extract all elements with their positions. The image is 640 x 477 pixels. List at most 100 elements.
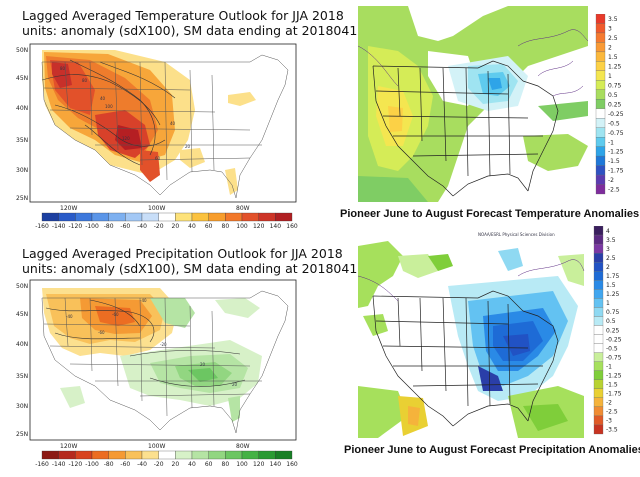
lon-label: 80W (236, 443, 250, 450)
pioneer-temperature-fields (358, 6, 588, 202)
pioneer-precipitation-scale-label: 3 (606, 246, 610, 253)
pioneer-precipitation-scale-swatch (593, 234, 604, 245)
lat-label: 25N (16, 431, 28, 438)
lon-label: 100W (148, 205, 165, 212)
pioneer-temperature-scale-label: 0.5 (608, 92, 618, 99)
pioneer-precipitation-scale-swatch (593, 262, 604, 272)
pioneer-temperature-scale-swatch (595, 99, 606, 109)
pioneer-precipitation-scale-swatch (593, 370, 604, 380)
precipitation-colorbar-label: -60 (120, 461, 130, 468)
pioneer-temperature-scale-label: 1 (608, 73, 612, 80)
pioneer-temperature-scale-swatch (595, 14, 606, 24)
pioneer-precipitation-scale-swatch (593, 361, 604, 371)
precipitation-colorbar-label: 20 (172, 461, 180, 468)
pioneer-precipitation-fields (358, 241, 584, 438)
pioneer-precipitation-scale-swatch (593, 289, 604, 299)
pioneer-temperature-scale-label: 0.75 (608, 82, 622, 89)
lon-label: 80W (236, 205, 250, 212)
contour-label: 120 (122, 136, 130, 141)
contour-label: 40 (100, 96, 106, 101)
pioneer-precipitation-scale-swatch (593, 252, 604, 263)
temperature-colorbar-label: -80 (104, 223, 114, 230)
temperature-colorbar-label: -40 (137, 223, 147, 230)
pioneer-temperature-scale-label: 2 (608, 45, 612, 52)
temperature-lon-labels: 120W 100W 80W (60, 205, 250, 212)
precipitation-colorbar-swatch (108, 450, 126, 460)
pioneer-precipitation-scale-swatch (593, 388, 604, 398)
pioneer-temperature-scale-label: 0.25 (608, 101, 622, 108)
temperature-colorbar-label: -160 (35, 223, 49, 230)
lon-label: 120W (60, 443, 77, 450)
pioneer-precipitation-scale-swatch (593, 334, 604, 344)
pioneer-precipitation-header: NOAA/ESRL Physical Sciences Division (478, 232, 555, 237)
pioneer-temperature-scale-label: -1.75 (608, 168, 624, 175)
temperature-colorbar-swatch (75, 212, 93, 222)
precipitation-colorbar-swatch (191, 450, 209, 460)
pioneer-precipitation-scale-label: 0.5 (606, 318, 616, 325)
lon-label: 120W (60, 205, 77, 212)
pioneer-precipitation-scale-label: 1.25 (606, 291, 620, 298)
precipitation-colorbar-label: -100 (85, 461, 99, 468)
temperature-colorbar-swatch (225, 212, 243, 222)
coastline (358, 259, 585, 302)
pioneer-precipitation-scale-label: 1.75 (606, 273, 620, 280)
pioneer-precipitation-scale-swatch (593, 226, 604, 236)
pioneer-temperature-panel: 3.5 3 2.5 2 1.5 1.25 1 0.75 0.5 0.25 -0.25 -0.5 -0.7… (340, 6, 640, 232)
pioneer-temperature-scale-swatch (595, 70, 606, 81)
pioneer-temperature-scale-swatch (595, 108, 606, 119)
pioneer-precipitation-scale-swatches (593, 226, 604, 435)
lat-label: 50N (16, 47, 28, 54)
pioneer-temperature-scale-swatch (595, 174, 606, 185)
temperature-contour-labels: 40 80 100 120 80 60 40 20 (60, 66, 191, 161)
precipitation-colorbar-label: -40 (137, 461, 147, 468)
precipitation-outlook-panel: Lagged Averaged Precipitation Outlook fo… (0, 238, 365, 477)
temperature-colorbar-swatch (275, 212, 293, 222)
temperature-colorbar-swatch (208, 212, 226, 222)
temperature-colorbar-label: -120 (69, 223, 83, 230)
temperature-colorbar-label: 40 (188, 223, 196, 230)
precipitation-anomaly-fields (42, 288, 262, 422)
pioneer-precipitation-scale-swatch (593, 406, 604, 417)
pioneer-temperature-scale-label: -0.75 (608, 130, 624, 137)
temperature-colorbar-swatch (108, 212, 126, 222)
lat-label: 45N (16, 311, 28, 318)
pioneer-temperature-map (358, 6, 589, 202)
pioneer-temperature-scale-swatch (595, 42, 606, 53)
pioneer-precipitation-scale-label: -1 (606, 363, 612, 370)
pioneer-precipitation-scale-swatch (593, 271, 604, 281)
temperature-colorbar-swatch (258, 212, 276, 222)
lat-label: 45N (16, 75, 28, 82)
pioneer-precipitation-scale: 4 3.5 3 2.5 2 1.75 1.5 1.25 1 0.75 0.5 0.25 -0.25 -0.… (593, 226, 622, 435)
contour-label: -60 (112, 312, 119, 317)
temperature-colorbar-swatch (58, 212, 76, 222)
precipitation-colorbar-label: 120 (253, 461, 265, 468)
pioneer-temperature-scale-label: 3.5 (608, 16, 618, 23)
precipitation-colorbar-label: -120 (69, 461, 83, 468)
precipitation-colorbar-swatch (41, 450, 59, 460)
temperature-colorbar-label: 140 (270, 223, 282, 230)
us-state-borders (41, 290, 289, 434)
lat-label: 30N (16, 403, 28, 410)
lat-label: 40N (16, 341, 28, 348)
precipitation-colorbar-swatch (258, 450, 276, 460)
pioneer-temperature-scale-labels: 3.5 3 2.5 2 1.5 1.25 1 0.75 0.5 0.25 -0.25 -0.5 -0.7… (608, 16, 624, 194)
precipitation-colorbar-swatch (158, 450, 176, 460)
pioneer-precipitation-scale-label: -3.5 (606, 427, 618, 434)
temperature-colorbar-label: 20 (172, 223, 180, 230)
temperature-outlook-panel: Lagged Averaged Temperature Outlook for … (0, 0, 365, 235)
lat-label: 25N (16, 195, 28, 202)
pioneer-precipitation-scale-swatch (593, 397, 604, 408)
pioneer-temperature-scale-label: -0.25 (608, 111, 624, 118)
lat-label: 50N (16, 283, 28, 290)
temperature-colorbar-swatch (141, 212, 159, 222)
precipitation-lon-labels: 120W 100W 80W (60, 443, 250, 450)
pioneer-precipitation-scale-label: 2.5 (606, 255, 616, 262)
precipitation-colorbar-label: -140 (52, 461, 66, 468)
pioneer-precipitation-map: NOAA/ESRL Physical Sciences Division (358, 226, 585, 438)
lat-label: 40N (16, 105, 28, 112)
pioneer-precipitation-scale-swatch (593, 280, 604, 290)
temperature-outlook-title-line1: Lagged Averaged Temperature Outlook for … (22, 8, 344, 23)
temperature-colorbar-swatch (175, 212, 193, 222)
lat-label: 35N (16, 373, 28, 380)
precipitation-colorbar-label: 160 (286, 461, 298, 468)
